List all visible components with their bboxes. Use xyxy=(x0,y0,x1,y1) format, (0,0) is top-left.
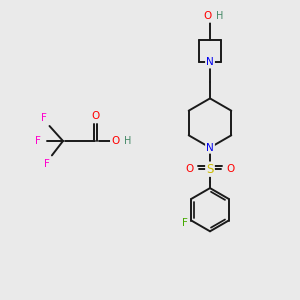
Text: O: O xyxy=(92,111,100,122)
Text: N: N xyxy=(206,57,214,68)
Text: O: O xyxy=(227,164,235,174)
Text: O: O xyxy=(111,136,119,146)
Text: F: F xyxy=(41,113,47,123)
Text: H: H xyxy=(124,136,132,146)
Text: N: N xyxy=(206,142,214,153)
Text: H: H xyxy=(216,11,223,22)
Text: F: F xyxy=(35,136,41,146)
Text: O: O xyxy=(185,164,193,174)
Text: S: S xyxy=(206,163,214,176)
Text: O: O xyxy=(203,11,212,22)
Text: F: F xyxy=(44,159,50,169)
Text: F: F xyxy=(182,218,188,229)
